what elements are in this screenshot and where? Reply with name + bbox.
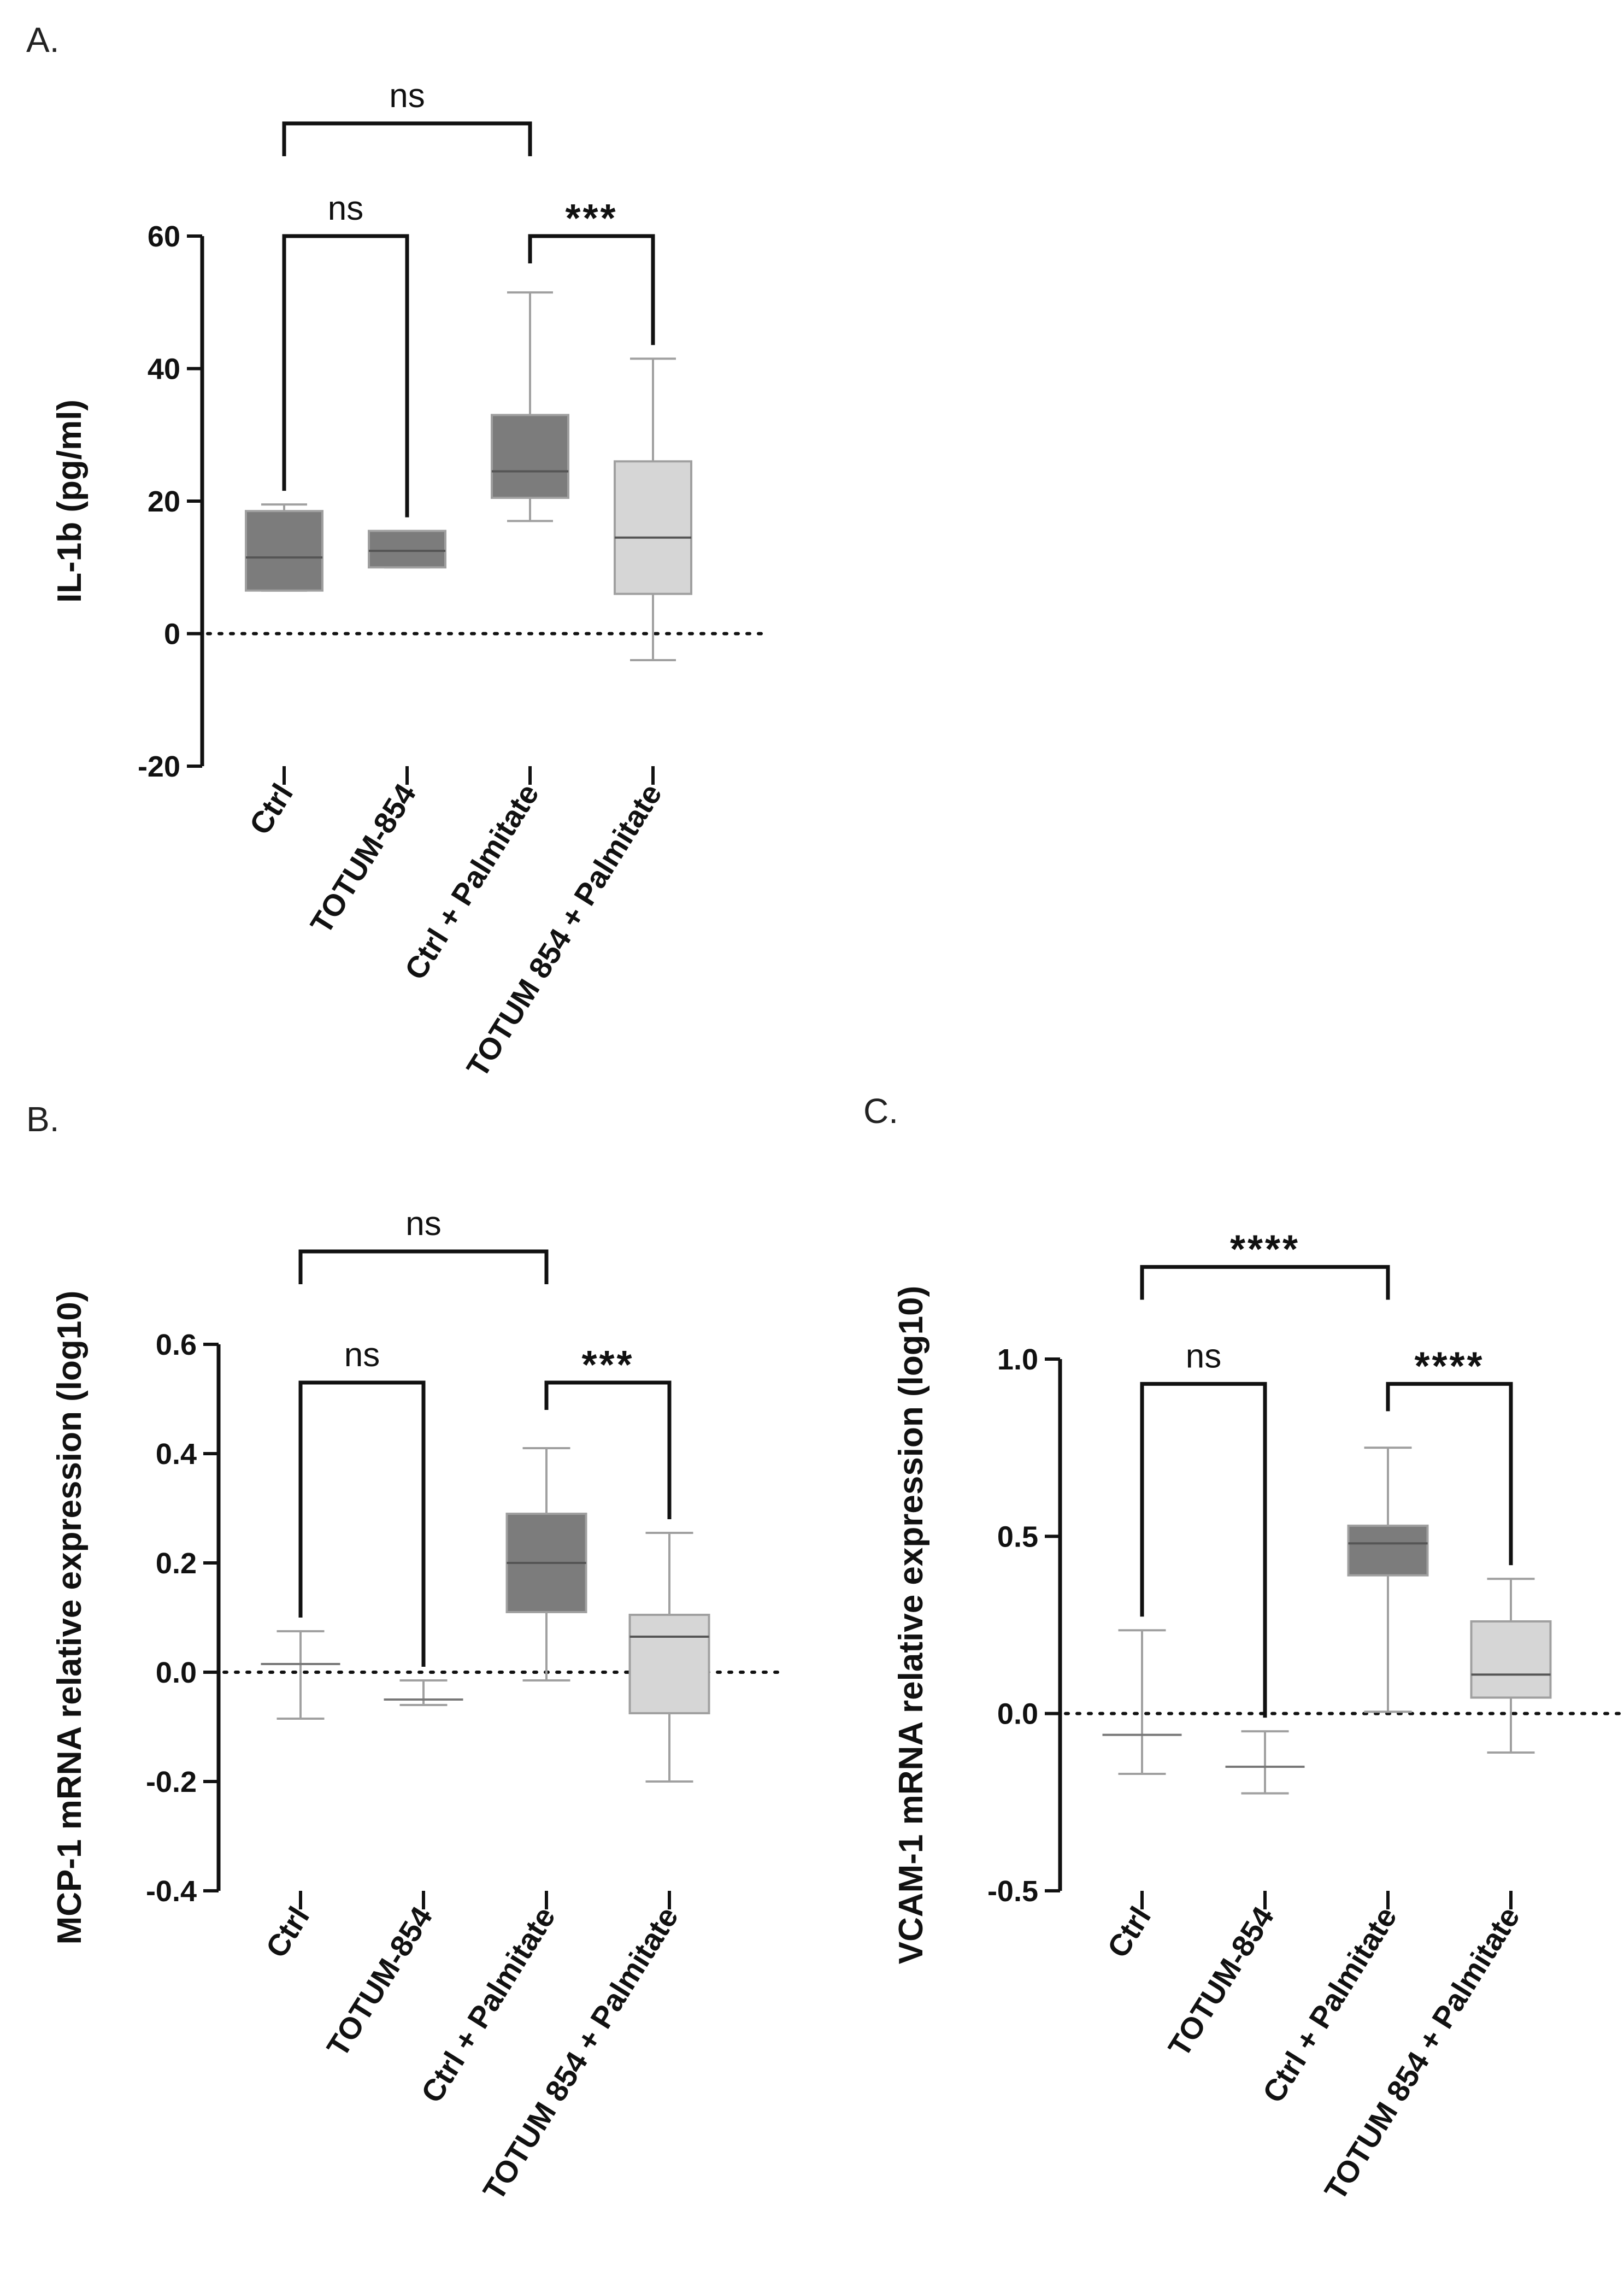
y-tick-label: -20 xyxy=(138,750,180,783)
y-tick-label: -0.4 xyxy=(146,1875,197,1908)
box-plot-1 xyxy=(1102,1629,1182,1775)
box-iqr xyxy=(614,460,692,595)
y-tick-label: 0.0 xyxy=(997,1698,1038,1731)
bracket-line xyxy=(282,234,409,518)
box-iqr xyxy=(245,510,323,592)
significance-bracket-3: *** xyxy=(544,1343,672,1519)
significance-bracket-1: ns xyxy=(282,77,532,156)
significance-label: ns xyxy=(328,190,363,227)
significance-bracket-2: ns xyxy=(1140,1337,1267,1718)
chart-panel-3: C. 1.0 0.5 0.0 -0.5 VCAM-1 mRNA relative expr… xyxy=(863,1091,1624,2206)
y-tick-label: 0.4 xyxy=(156,1438,197,1471)
box-plot-3 xyxy=(505,1447,587,1682)
box-plot-1 xyxy=(245,503,323,592)
x-category-label: Ctrl + Palmitate xyxy=(1256,1901,1403,2108)
box-plot-1 xyxy=(261,1630,340,1720)
significance-label: ns xyxy=(344,1336,380,1374)
y-axis-label: IL-1b (pg/ml) xyxy=(51,399,89,603)
y-tick-label: -0.2 xyxy=(146,1766,197,1798)
chart-panel-2: B. 0.6 0.4 0.2 0.0 -0.2 -0.4 MCP-1 mRNA relativ… xyxy=(26,1100,786,2206)
x-category-label: Ctrl xyxy=(1101,1901,1158,1963)
y-tick-label: 0 xyxy=(164,618,180,651)
significance-label: ns xyxy=(405,1205,441,1243)
bracket-line xyxy=(298,1380,426,1667)
box-plot-2 xyxy=(384,1679,463,1706)
bracket-line xyxy=(544,1380,672,1519)
bracket-line xyxy=(1386,1381,1513,1566)
significance-label: **** xyxy=(1414,1344,1484,1388)
box-iqr xyxy=(628,1614,710,1714)
significance-label: **** xyxy=(1230,1227,1300,1271)
bracket-line xyxy=(1140,1265,1390,1300)
panel-letter: A. xyxy=(26,20,59,60)
significance-bracket-2: ns xyxy=(282,190,409,518)
y-tick-label: 20 xyxy=(148,485,180,518)
x-category-label: TOTUM-854 xyxy=(303,778,422,939)
box-plot-4 xyxy=(614,357,692,661)
box-iqr xyxy=(491,414,569,499)
significance-label: ns xyxy=(1186,1337,1221,1375)
significance-bracket-3: **** xyxy=(1386,1344,1513,1566)
x-category-label: Ctrl xyxy=(243,778,300,840)
box-iqr xyxy=(1347,1524,1429,1577)
y-tick-label: 0.0 xyxy=(156,1656,197,1689)
bracket-line xyxy=(528,234,655,345)
box-plot-4 xyxy=(1470,1578,1552,1754)
box-iqr xyxy=(1470,1620,1552,1699)
box-plot-2 xyxy=(368,530,446,569)
bracket-line xyxy=(1140,1381,1267,1718)
box-plot-4 xyxy=(628,1532,710,1783)
y-tick-label: 1.0 xyxy=(997,1343,1038,1376)
y-axis-label: MCP-1 mRNA relative expression (log10) xyxy=(51,1291,89,1945)
box-plot-2 xyxy=(1225,1730,1305,1795)
bracket-line xyxy=(298,1249,549,1284)
significance-label: ns xyxy=(389,77,425,115)
chart-panel-1: A. 60 40 20 0 -20 IL-1b (pg/ml) Ctrl TOTUM-854Ct… xyxy=(26,20,769,1083)
y-tick-label: -0.5 xyxy=(987,1875,1038,1908)
y-tick-label: 60 xyxy=(148,220,180,253)
y-tick-label: 0.6 xyxy=(156,1328,197,1361)
bracket-line xyxy=(282,121,532,156)
x-category-label: TOTUM-854 xyxy=(1161,1901,1280,2062)
significance-bracket-1: ns xyxy=(298,1205,549,1284)
panel-letter: B. xyxy=(26,1100,59,1139)
y-tick-label: 0.5 xyxy=(997,1520,1038,1553)
y-tick-label: 0.2 xyxy=(156,1547,197,1580)
significance-label: *** xyxy=(565,197,617,240)
y-axis-label: VCAM-1 mRNA relative expression (log10) xyxy=(892,1286,930,1964)
x-category-label: Ctrl xyxy=(259,1901,316,1963)
significance-label: *** xyxy=(581,1343,634,1387)
x-category-label: Ctrl + Palmitate xyxy=(398,778,545,985)
x-category-label: Ctrl + Palmitate xyxy=(414,1901,562,2108)
significance-bracket-1: **** xyxy=(1140,1227,1390,1300)
panel-letter: C. xyxy=(863,1091,898,1131)
significance-bracket-2: ns xyxy=(298,1336,426,1667)
y-tick-label: 40 xyxy=(148,353,180,386)
box-iqr xyxy=(368,530,446,569)
x-category-label: TOTUM-854 xyxy=(320,1901,439,2062)
box-plot-3 xyxy=(491,291,569,522)
box-plot-3 xyxy=(1347,1447,1429,1713)
significance-bracket-3: *** xyxy=(528,197,655,345)
